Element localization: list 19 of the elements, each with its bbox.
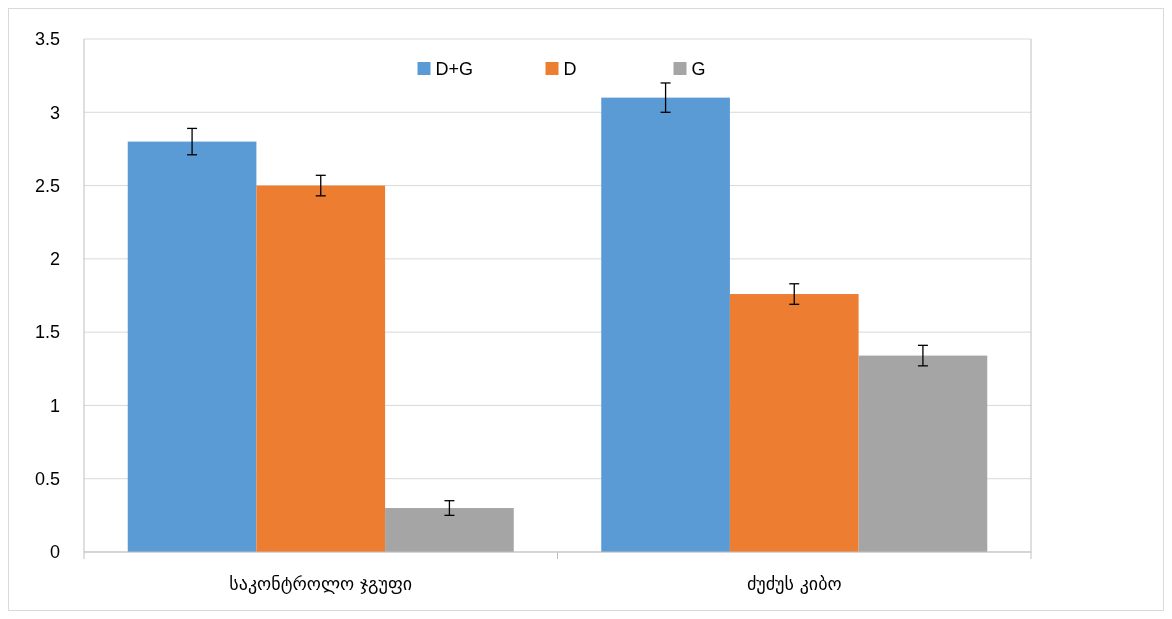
x-tick-label: საკონტროლო ჯგუფი (229, 573, 413, 594)
legend-label: D+G (435, 59, 474, 80)
y-tick-label: 0 (49, 542, 60, 563)
bar (729, 294, 859, 552)
y-tick-label: 2 (49, 249, 60, 270)
bar (256, 185, 386, 552)
y-tick-label: 3.5 (34, 29, 60, 50)
bar (601, 97, 730, 552)
x-tick-label: ძუძუს კიბო (746, 573, 842, 594)
y-tick-label: 2.5 (34, 175, 60, 196)
y-tick-label: 1 (49, 395, 60, 416)
bar (385, 508, 514, 552)
bar (858, 355, 988, 552)
y-tick-label: 3 (49, 102, 60, 123)
y-tick-label: 1.5 (34, 322, 60, 343)
bar (127, 141, 257, 552)
legend-label: G (691, 59, 706, 80)
y-tick-label: 0.5 (34, 469, 60, 490)
legend-label: D (563, 59, 577, 80)
